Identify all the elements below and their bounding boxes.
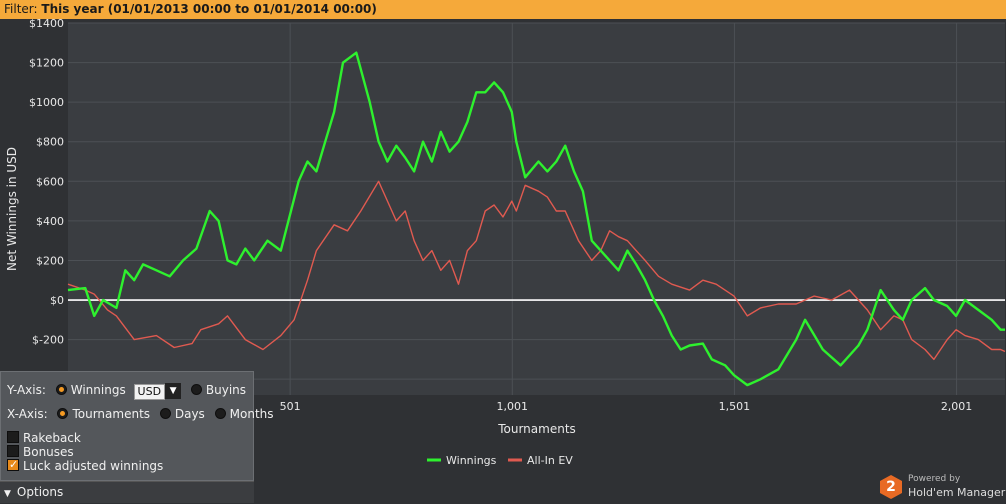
y-tick-label: $400 (36, 215, 64, 228)
series-lines (67, 51, 1006, 387)
radio-buyins-label[interactable]: Buyins (205, 383, 247, 397)
checkbox-luck-row[interactable]: Luck adjusted winnings (7, 456, 164, 475)
options-toggle-label[interactable]: Options (16, 485, 64, 499)
y-tick-label: $0 (50, 294, 64, 307)
chevron-down-icon[interactable]: ▼ (165, 382, 182, 399)
y-axis-title: Net Winnings in USD (5, 147, 19, 271)
x-axis-title: Tournaments (497, 422, 576, 436)
filter-bar[interactable]: Filter: This year (01/01/2013 00:00 to 0… (0, 0, 1006, 19)
y-tick-label: $600 (36, 175, 64, 188)
radio-tournaments-label[interactable]: Tournaments (72, 407, 151, 421)
x-axis-ticks: 501 1,001 1,501 2,001 (280, 400, 973, 413)
x-tick-label: 1,001 (497, 400, 529, 413)
checkbox-luck-label[interactable]: Luck adjusted winnings (23, 459, 164, 473)
radio-months-label[interactable]: Months (229, 407, 274, 421)
y-tick-label: $200 (36, 254, 64, 267)
y-tick-label: $800 (36, 136, 64, 149)
radio-buyins[interactable] (190, 384, 202, 395)
checkbox-rakeback-label[interactable]: Rakeback (23, 431, 81, 445)
radio-days-label[interactable]: Days (174, 407, 205, 421)
radio-tournaments[interactable] (57, 408, 69, 419)
checkbox-luck-adjusted[interactable] (7, 456, 19, 474)
y-tick-label: $1200 (29, 57, 64, 70)
legend: Winnings All-In EV (427, 454, 573, 467)
y-tick-label: $1400 (29, 19, 64, 30)
x-axis-label: X-Axis: (7, 407, 48, 421)
radio-days[interactable] (159, 408, 171, 419)
x-axis-row: X-Axis: Tournaments Days Months (7, 405, 274, 423)
checkbox-rakeback-row[interactable]: Rakeback (7, 429, 81, 447)
radio-winnings[interactable] (55, 384, 67, 395)
options-panel: Y-Axis: Winnings USD ▼ Buyins X-Axis: Tou… (0, 371, 274, 481)
y-axis-ticks: $1400$1200$1000$800$600$400$200$0$-200$-… (29, 19, 64, 386)
y-axis-row: Y-Axis: Winnings USD ▼ Buyins (7, 381, 247, 400)
product-name: Hold'em Manager (908, 486, 1006, 499)
powered-by-branding: 2 Powered by Hold'em Manager (878, 472, 1006, 502)
checkbox-bonuses-label[interactable]: Bonuses (23, 445, 74, 459)
options-toggle[interactable]: ▼ Options (0, 481, 254, 503)
y-axis-label: Y-Axis: (7, 383, 46, 397)
series-line-winnings (67, 51, 1005, 387)
checkbox-bonuses-row[interactable]: Bonuses (7, 443, 74, 461)
plot-area (68, 23, 1005, 395)
holdem-manager-logo: 2 (880, 475, 902, 499)
powered-by-text: Powered by (908, 474, 961, 484)
winnings-chart: $1400$1200$1000$800$600$400$200$0$-200$-… (5, 19, 1006, 467)
chevron-down-icon[interactable]: ▼ (4, 489, 11, 499)
x-tick-label: 1,501 (719, 400, 751, 413)
radio-months[interactable] (214, 408, 226, 419)
x-tick-label: 2,001 (941, 400, 973, 413)
checkbox-rakeback[interactable] (7, 431, 19, 443)
radio-winnings-label[interactable]: Winnings (70, 383, 126, 397)
filter-label: Filter: (4, 2, 38, 16)
legend-label: Winnings (446, 454, 497, 467)
currency-value[interactable]: USD (133, 383, 166, 400)
currency-select[interactable]: USD ▼ (133, 382, 182, 400)
x-tick-label: 501 (280, 400, 301, 413)
legend-label: All-In EV (527, 454, 573, 467)
filter-value[interactable]: This year (01/01/2013 00:00 to 01/01/201… (41, 2, 377, 16)
y-tick-label: $-200 (32, 334, 64, 347)
y-tick-label: $1000 (29, 96, 64, 109)
